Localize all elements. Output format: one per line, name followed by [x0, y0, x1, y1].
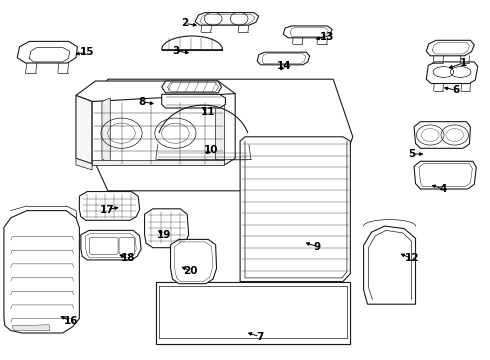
- Text: 17: 17: [99, 204, 114, 215]
- Text: 8: 8: [139, 96, 146, 107]
- Polygon shape: [76, 158, 92, 170]
- Text: 16: 16: [64, 316, 78, 326]
- Polygon shape: [216, 98, 224, 163]
- Polygon shape: [81, 230, 141, 260]
- Polygon shape: [92, 160, 224, 165]
- Polygon shape: [257, 52, 310, 65]
- Text: 12: 12: [404, 253, 419, 264]
- Polygon shape: [414, 161, 476, 189]
- Text: 4: 4: [440, 184, 447, 194]
- FancyBboxPatch shape: [90, 237, 118, 255]
- Polygon shape: [414, 122, 470, 148]
- Polygon shape: [76, 81, 235, 102]
- FancyBboxPatch shape: [119, 237, 135, 255]
- Text: 3: 3: [173, 46, 180, 56]
- Text: 13: 13: [320, 32, 335, 42]
- Polygon shape: [4, 211, 79, 333]
- Text: 6: 6: [452, 85, 459, 95]
- Polygon shape: [102, 98, 110, 163]
- Polygon shape: [162, 94, 225, 108]
- Polygon shape: [283, 26, 332, 38]
- Polygon shape: [12, 325, 50, 330]
- Polygon shape: [79, 192, 140, 220]
- Text: 19: 19: [157, 230, 172, 240]
- Polygon shape: [92, 94, 235, 165]
- Text: 11: 11: [201, 107, 216, 117]
- Polygon shape: [240, 137, 350, 282]
- Polygon shape: [145, 209, 189, 248]
- Text: 14: 14: [277, 60, 292, 71]
- Polygon shape: [171, 239, 217, 284]
- Polygon shape: [162, 81, 221, 93]
- Polygon shape: [83, 79, 353, 191]
- Text: 9: 9: [314, 242, 321, 252]
- Polygon shape: [426, 62, 478, 84]
- Bar: [156, 282, 350, 344]
- Polygon shape: [156, 282, 350, 344]
- Polygon shape: [195, 13, 259, 25]
- Text: 18: 18: [121, 253, 136, 264]
- Text: 20: 20: [183, 266, 197, 276]
- Polygon shape: [364, 226, 416, 304]
- Text: 5: 5: [408, 149, 415, 159]
- Text: 10: 10: [203, 145, 218, 156]
- Polygon shape: [426, 40, 474, 56]
- Text: 15: 15: [80, 47, 95, 57]
- Text: 7: 7: [256, 332, 264, 342]
- Polygon shape: [162, 36, 222, 50]
- Polygon shape: [17, 41, 77, 63]
- Text: 1: 1: [460, 58, 466, 68]
- Text: 2: 2: [182, 18, 189, 28]
- Polygon shape: [76, 95, 92, 164]
